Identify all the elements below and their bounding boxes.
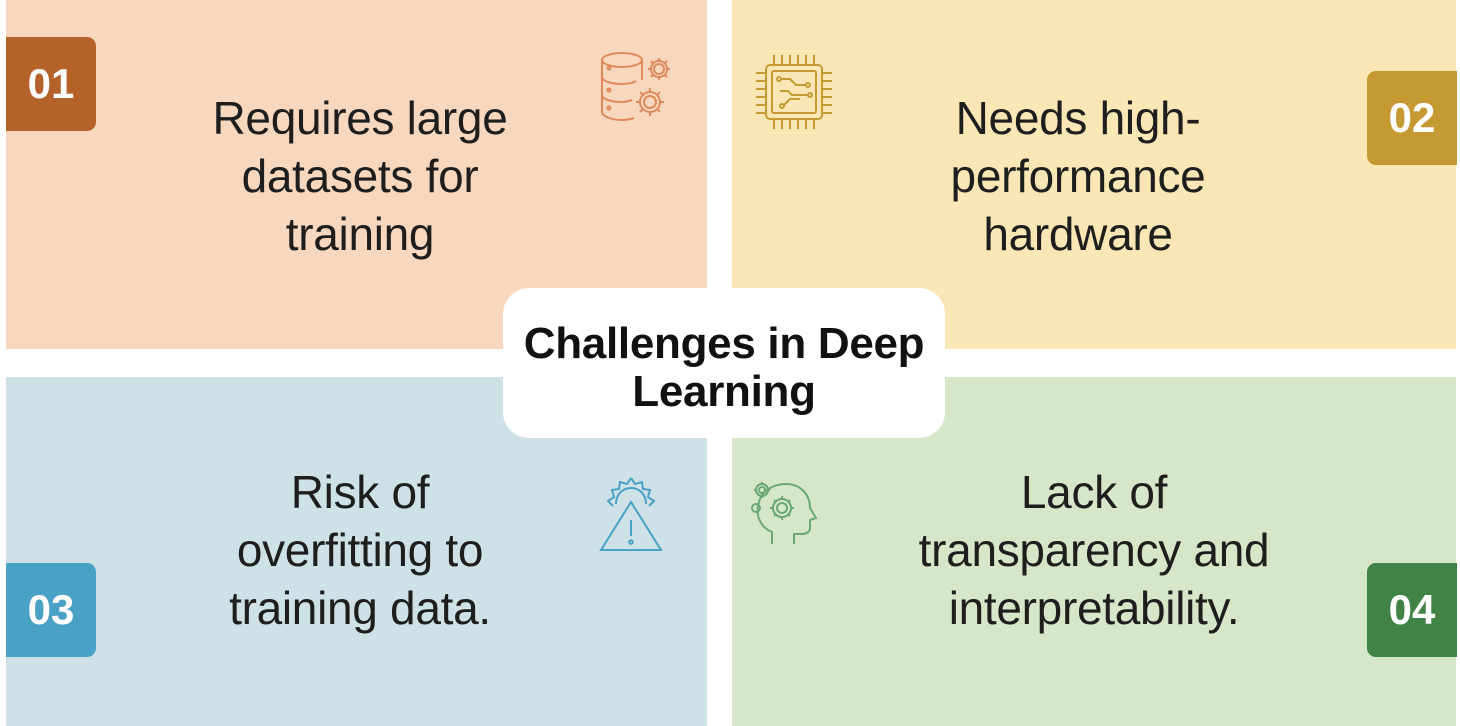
number-badge-02: 02 (1367, 71, 1457, 165)
number-badge-03: 03 (6, 563, 96, 657)
challenge-2-line: performance (950, 150, 1206, 202)
challenge-4-line: Lack of (1020, 466, 1168, 518)
challenge-1-text: Requires large datasets for training (150, 89, 570, 263)
number-badge-01: 01 (6, 37, 96, 131)
database-gears-icon (601, 52, 670, 122)
challenge-2-line: hardware (983, 208, 1173, 260)
challenge-3-text: Risk of overfitting to training data. (150, 463, 570, 637)
challenge-4-line: transparency and (918, 524, 1270, 576)
warning-gear-icon (599, 477, 663, 551)
challenge-4-line: interpretability. (948, 582, 1240, 634)
center-title-box: Challenges in Deep Learning (503, 288, 945, 438)
challenge-3-line: overfitting to (236, 524, 484, 576)
head-gears-icon (751, 482, 818, 544)
number-badge-04: 04 (1367, 563, 1457, 657)
microchip-icon (756, 55, 832, 129)
challenge-3-line: Risk of (290, 466, 430, 518)
challenge-3-line: training data. (229, 582, 491, 634)
challenge-1-line: Requires large (212, 92, 508, 144)
challenge-4-text: Lack of transparency and interpretabilit… (868, 463, 1320, 637)
challenge-1-line: datasets for (241, 150, 479, 202)
challenge-2-line: Needs high- (955, 92, 1201, 144)
challenge-1-line: training (285, 208, 435, 260)
challenge-2-text: Needs high- performance hardware (868, 89, 1288, 263)
diagram-title: Challenges in Deep Learning (523, 319, 925, 416)
